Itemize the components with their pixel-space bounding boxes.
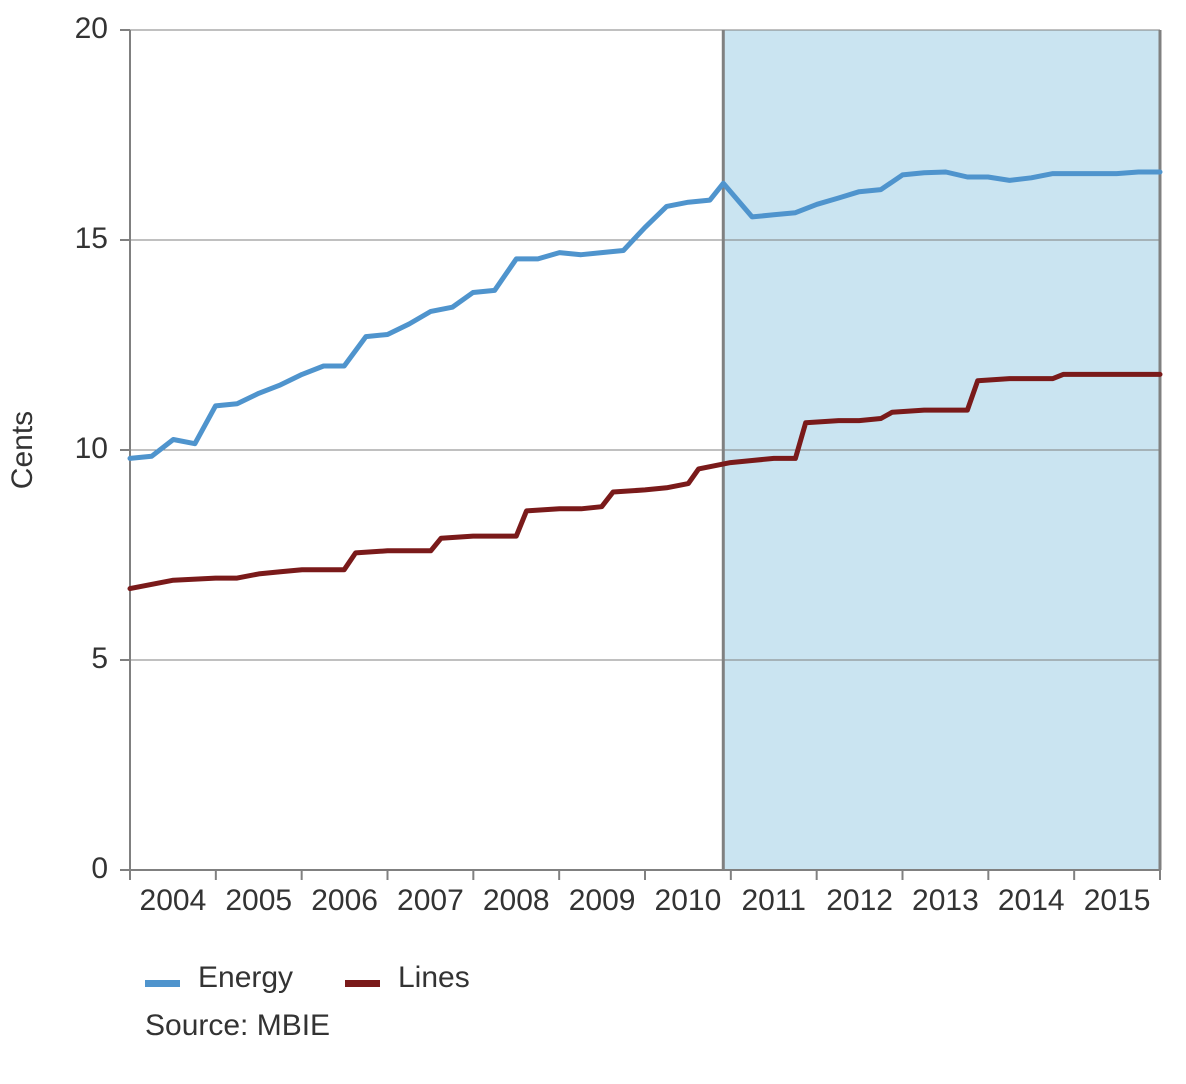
y-tick-label: 10 xyxy=(75,432,108,465)
source-label: Source: MBIE xyxy=(145,1009,330,1042)
x-tick-label: 2009 xyxy=(569,884,636,917)
x-tick-label: 2006 xyxy=(311,884,378,917)
legend-swatch xyxy=(145,980,180,987)
y-tick-label: 5 xyxy=(91,642,108,675)
x-tick-label: 2010 xyxy=(655,884,722,917)
y-axis-title: Cents xyxy=(6,411,39,489)
x-tick-label: 2008 xyxy=(483,884,550,917)
legend-swatch xyxy=(345,980,380,987)
y-tick-label: 20 xyxy=(75,12,108,45)
x-tick-label: 2005 xyxy=(225,884,292,917)
x-tick-label: 2007 xyxy=(397,884,464,917)
y-tick-label: 15 xyxy=(75,222,108,255)
legend-label: Lines xyxy=(398,961,470,994)
x-tick-label: 2014 xyxy=(998,884,1065,917)
line-chart: 0 5 10 15 20 2004 2005 2006 2007 2008 2009 2010 2011… xyxy=(0,0,1186,1084)
x-tick-label: 2013 xyxy=(912,884,979,917)
x-tick-label: 2004 xyxy=(140,884,207,917)
y-tick-label: 0 xyxy=(91,852,108,885)
x-tick-label: 2011 xyxy=(741,884,806,917)
x-tick-label: 2012 xyxy=(826,884,893,917)
legend-label: Energy xyxy=(198,961,293,994)
x-tick-label: 2015 xyxy=(1084,884,1151,917)
chart-root: 0 5 10 15 20 2004 2005 2006 2007 2008 2009 2010 2011… xyxy=(0,0,1186,1084)
